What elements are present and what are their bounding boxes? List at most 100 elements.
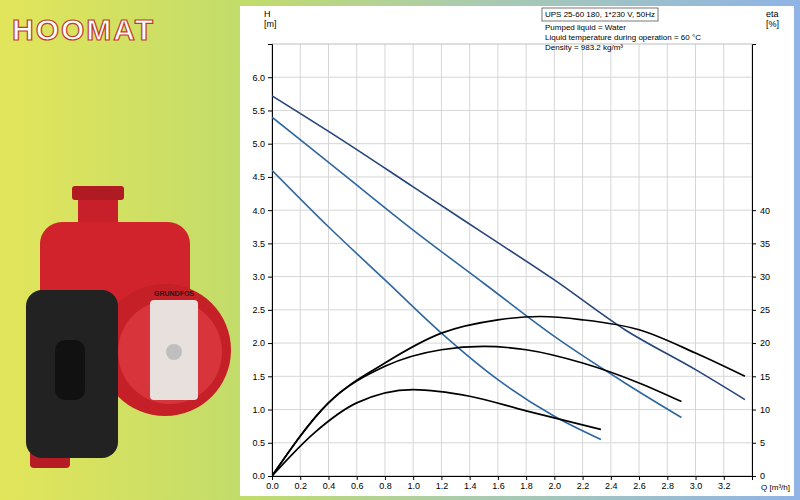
tick: 5.0 (252, 139, 272, 149)
tick-mark (268, 243, 272, 244)
grid (272, 44, 752, 476)
efficiency-curve (272, 390, 601, 476)
tick-label: 0.2 (294, 481, 307, 491)
y2-axis-title: eta[%] (766, 9, 779, 29)
canvas: HOOMATGRUNDFOS0.00.20.40.60.81.01.21.41.… (0, 0, 800, 500)
tick: 4.0 (252, 206, 272, 216)
axis-line (273, 477, 753, 481)
tick-mark (268, 144, 272, 145)
tick-mark (526, 476, 527, 480)
tick-label: 1.4 (464, 481, 477, 491)
tick-label: 3.5 (252, 239, 265, 249)
grid-line-y (272, 110, 752, 111)
y2-axis: 0 5 10 15 20 25 30 35 40 (752, 45, 770, 482)
tick-mark (441, 476, 442, 480)
tick-mark (268, 476, 272, 477)
plot-frame (272, 44, 752, 476)
grid-line-y (272, 376, 752, 377)
tick-mark (667, 476, 668, 480)
tick-mark (498, 476, 499, 480)
tick: 6.0 (252, 73, 272, 83)
efficiency-curve (272, 346, 681, 476)
tick-mark (268, 77, 272, 78)
tick-label: 3.0 (252, 272, 265, 282)
grid-line-y (272, 210, 752, 211)
tick-label: 20 (760, 338, 770, 348)
pump-screw (166, 344, 182, 360)
grid-line-y (272, 276, 752, 277)
tick: 20 (752, 338, 770, 348)
tick: 0.6 (351, 476, 364, 491)
grid-line-x (413, 44, 414, 476)
tick-mark (385, 476, 386, 480)
tick-mark (268, 177, 272, 178)
tick-label: 2.8 (662, 481, 675, 491)
tick: 3.5 (252, 239, 272, 249)
tick-label: 4.5 (252, 172, 265, 182)
grid-line-x (610, 44, 611, 476)
tick-label: 6.0 (252, 73, 265, 83)
grid-line-y (272, 176, 752, 177)
chart-panel (240, 6, 794, 496)
pump-knob (55, 340, 85, 400)
tick-mark (268, 277, 272, 278)
annotation: Pumped liquid = Water (545, 23, 626, 32)
tick: 5 (752, 438, 765, 448)
tick: 1.8 (520, 476, 533, 491)
tick-mark (583, 476, 584, 480)
tick-label: 1.0 (252, 405, 265, 415)
tick-label: 2.0 (549, 481, 562, 491)
tick: 30 (752, 272, 770, 282)
tick-label: 0.0 (252, 471, 265, 481)
tick-label: 40 (760, 206, 770, 216)
tick: 1.0 (252, 405, 272, 415)
tick-label: 0.5 (252, 438, 265, 448)
tick-label: 1.8 (520, 481, 533, 491)
tick-label: 2.0 (252, 338, 265, 348)
tick: 0.4 (323, 476, 336, 491)
x-axis-title: Q [m³/h] (761, 483, 790, 492)
tick: 2.5 (252, 305, 272, 315)
tick: 1.2 (436, 476, 449, 491)
tick: 1.0 (407, 476, 420, 491)
tick-label: 25 (760, 305, 770, 315)
tick: 35 (752, 239, 770, 249)
tick-mark (696, 476, 697, 480)
series-group (272, 96, 745, 476)
tick-mark (611, 476, 612, 480)
tick-mark (639, 476, 640, 480)
grid-line-x (554, 44, 555, 476)
tick: 40 (752, 206, 770, 216)
tick: 2.0 (252, 338, 272, 348)
tick-mark (268, 310, 272, 311)
tick-label: 0.4 (323, 481, 336, 491)
pump-plate (150, 300, 198, 400)
pump-control-box (26, 290, 118, 458)
annotation: Liquid temperature during operation = 60… (545, 33, 701, 42)
tick-mark (268, 343, 272, 344)
tick: 3.2 (718, 476, 731, 491)
model-label: UPS 25-60 180, 1*230 V, 50Hz (545, 10, 655, 19)
tick: 4.5 (252, 172, 272, 182)
tick-mark (268, 443, 272, 444)
tick: 0 (752, 471, 765, 481)
tick: 15 (752, 372, 770, 382)
tick-mark (752, 343, 756, 344)
tick-label: 3.2 (718, 481, 731, 491)
grid-line-x (469, 44, 470, 476)
grid-line-y (272, 442, 752, 443)
tick: 10 (752, 405, 770, 415)
tick-label: 0 (760, 471, 765, 481)
axis-line (753, 45, 757, 477)
efficiency-curve (272, 316, 745, 476)
tick: 2.4 (605, 476, 618, 491)
tick-label: 2.6 (633, 481, 646, 491)
tick-label: 5 (760, 438, 765, 448)
tick: 25 (752, 305, 770, 315)
tick-mark (268, 210, 272, 211)
pump-face-inner (118, 300, 222, 404)
grid-line-x (328, 44, 329, 476)
tick: 0.2 (294, 476, 307, 491)
grid-line-x (667, 44, 668, 476)
tick-mark (268, 410, 272, 411)
